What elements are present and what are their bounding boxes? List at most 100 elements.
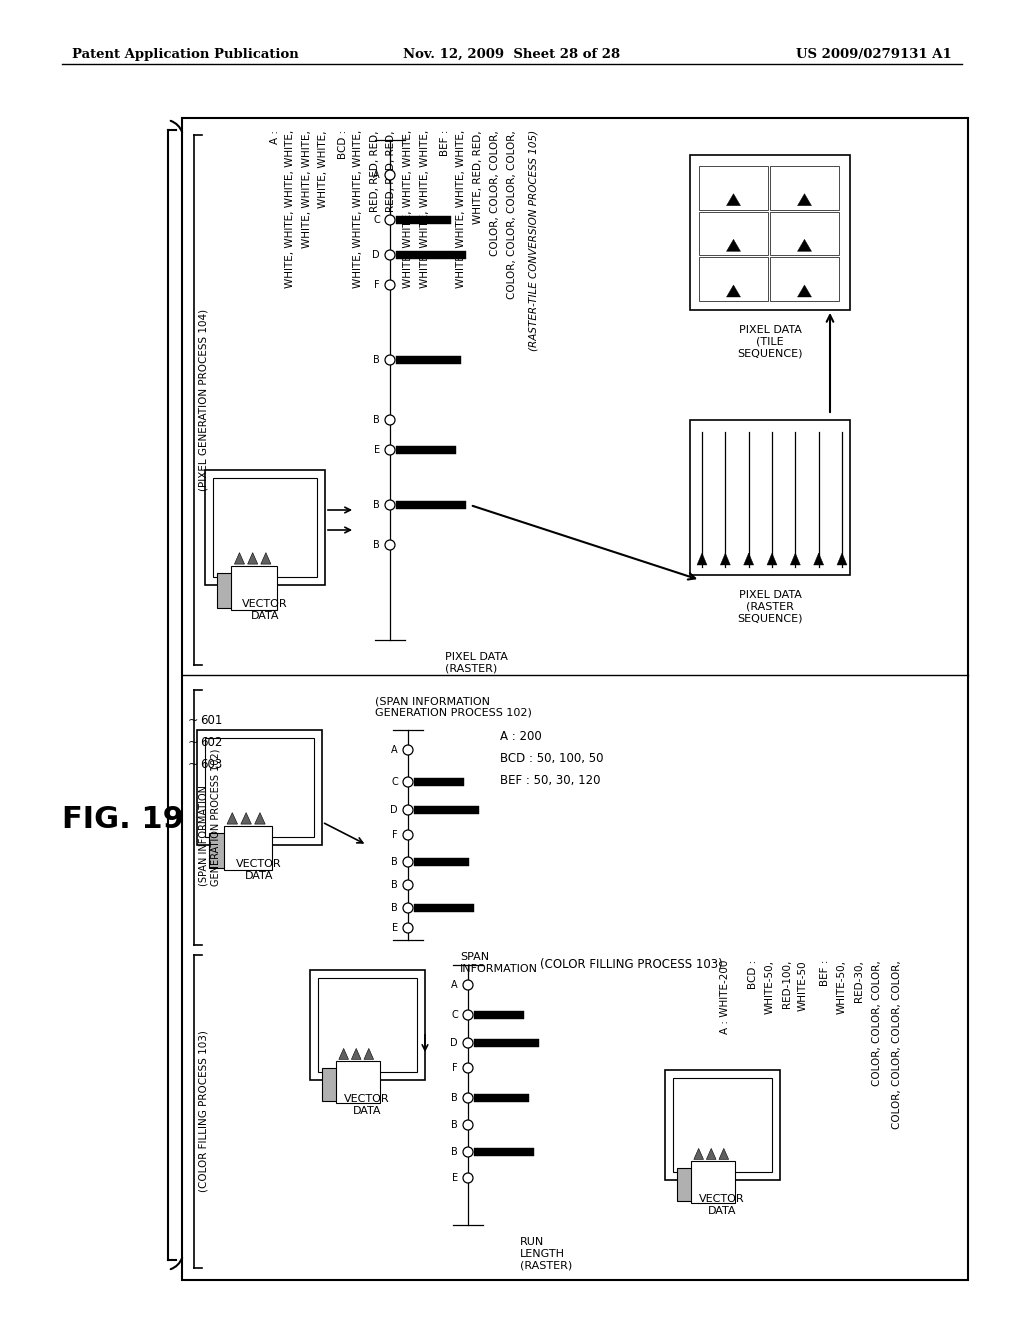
Polygon shape: [837, 553, 847, 565]
Text: 601: 601: [200, 714, 222, 726]
Text: B: B: [452, 1119, 458, 1130]
Text: VECTOR
DATA: VECTOR DATA: [243, 599, 288, 620]
Text: US 2009/0279131 A1: US 2009/0279131 A1: [797, 48, 952, 61]
Circle shape: [385, 540, 395, 550]
Text: BEF :: BEF :: [820, 960, 830, 986]
Polygon shape: [339, 1048, 348, 1060]
Text: (SPAN INFORMATION
GENERATION PROCESS 102): (SPAN INFORMATION GENERATION PROCESS 102…: [375, 696, 531, 718]
Polygon shape: [798, 239, 811, 251]
Text: WHITE, WHITE, WHITE, WHITE,: WHITE, WHITE, WHITE, WHITE,: [353, 129, 362, 288]
Polygon shape: [351, 1048, 361, 1060]
Circle shape: [385, 170, 395, 180]
Circle shape: [403, 923, 413, 933]
Bar: [396, 446, 456, 454]
Circle shape: [385, 445, 395, 455]
Text: WHITE-50,: WHITE-50,: [765, 960, 775, 1014]
Polygon shape: [248, 553, 258, 564]
Bar: [770, 166, 839, 210]
Circle shape: [403, 857, 413, 867]
Text: COLOR, COLOR, COLOR,: COLOR, COLOR, COLOR,: [490, 129, 500, 256]
Bar: [231, 566, 278, 610]
Polygon shape: [697, 553, 707, 565]
Text: RED, RED, RED,: RED, RED, RED,: [370, 129, 380, 211]
Circle shape: [403, 777, 413, 787]
Bar: [691, 1162, 734, 1204]
Text: ~: ~: [187, 714, 198, 726]
Polygon shape: [798, 194, 811, 206]
Text: 602: 602: [200, 735, 222, 748]
Bar: [205, 470, 325, 585]
Polygon shape: [261, 553, 271, 564]
Text: RED-30,: RED-30,: [854, 960, 864, 1002]
Bar: [474, 1094, 529, 1102]
Text: B: B: [452, 1147, 458, 1158]
Text: (PIXEL GENERATION PROCESS 104): (PIXEL GENERATION PROCESS 104): [199, 309, 209, 491]
Text: COLOR, COLOR, COLOR, COLOR,: COLOR, COLOR, COLOR, COLOR,: [892, 960, 902, 1129]
Circle shape: [463, 1038, 473, 1048]
Text: BCD : 50, 100, 50: BCD : 50, 100, 50: [500, 752, 603, 766]
Text: BCD :: BCD :: [748, 960, 758, 989]
Text: WHITE, RED, RED,: WHITE, RED, RED,: [473, 129, 483, 223]
Bar: [396, 502, 466, 510]
Text: BCD :: BCD :: [338, 129, 348, 160]
Bar: [770, 211, 839, 255]
Circle shape: [385, 280, 395, 290]
Text: A : 200: A : 200: [500, 730, 542, 743]
Polygon shape: [707, 1148, 716, 1159]
Polygon shape: [791, 553, 801, 565]
Text: WHITE, WHITE, WHITE, WHITE,: WHITE, WHITE, WHITE, WHITE,: [403, 129, 413, 288]
Text: E: E: [374, 445, 380, 455]
Text: BEF :: BEF :: [440, 129, 450, 156]
Circle shape: [385, 414, 395, 425]
Text: C: C: [374, 215, 380, 224]
Text: (SPAN INFORMATION
GENERATION PROCESS 102): (SPAN INFORMATION GENERATION PROCESS 102…: [199, 748, 220, 886]
Text: Nov. 12, 2009  Sheet 28 of 28: Nov. 12, 2009 Sheet 28 of 28: [403, 48, 621, 61]
Text: B: B: [374, 355, 380, 366]
Bar: [474, 1011, 524, 1019]
Polygon shape: [726, 239, 740, 251]
Text: (RASTER-TILE CONVERSION PROCESS 105): (RASTER-TILE CONVERSION PROCESS 105): [528, 129, 538, 351]
Bar: [217, 573, 253, 607]
Text: A: A: [452, 979, 458, 990]
Text: F: F: [453, 1063, 458, 1073]
Bar: [665, 1071, 780, 1180]
Text: 603: 603: [200, 758, 222, 771]
Bar: [414, 777, 464, 785]
Bar: [414, 807, 479, 814]
Bar: [396, 216, 451, 224]
Polygon shape: [743, 553, 754, 565]
Bar: [690, 420, 850, 576]
Text: C: C: [452, 1010, 458, 1020]
Polygon shape: [364, 1048, 374, 1060]
Bar: [414, 904, 474, 912]
Text: VECTOR
DATA: VECTOR DATA: [344, 1094, 390, 1115]
Text: B: B: [374, 414, 380, 425]
Text: WHITE, WHITE, WHITE, WHITE,: WHITE, WHITE, WHITE, WHITE,: [285, 129, 295, 288]
Text: E: E: [452, 1173, 458, 1183]
Circle shape: [403, 744, 413, 755]
Circle shape: [463, 979, 473, 990]
Circle shape: [385, 249, 395, 260]
Polygon shape: [726, 285, 740, 297]
Polygon shape: [241, 813, 251, 824]
Polygon shape: [767, 553, 777, 565]
Circle shape: [385, 215, 395, 224]
Text: RED, RED, RED,: RED, RED, RED,: [386, 129, 396, 211]
Bar: [322, 1068, 356, 1101]
Circle shape: [463, 1010, 473, 1020]
Text: BEF : 50, 30, 120: BEF : 50, 30, 120: [500, 774, 600, 787]
Text: F: F: [392, 830, 398, 840]
Bar: [318, 978, 417, 1072]
Bar: [414, 858, 469, 866]
Polygon shape: [720, 553, 730, 565]
Circle shape: [403, 805, 413, 814]
Text: E: E: [392, 923, 398, 933]
Circle shape: [385, 500, 395, 510]
Text: B: B: [391, 903, 398, 913]
Bar: [673, 1078, 772, 1172]
Polygon shape: [726, 194, 740, 206]
Text: WHITE-50: WHITE-50: [798, 960, 808, 1011]
Text: (COLOR FILLING PROCESS 103): (COLOR FILLING PROCESS 103): [199, 1031, 209, 1192]
Text: WHITE, WHITE, WHITE, WHITE,: WHITE, WHITE, WHITE, WHITE,: [456, 129, 466, 288]
Text: D: D: [390, 805, 398, 814]
